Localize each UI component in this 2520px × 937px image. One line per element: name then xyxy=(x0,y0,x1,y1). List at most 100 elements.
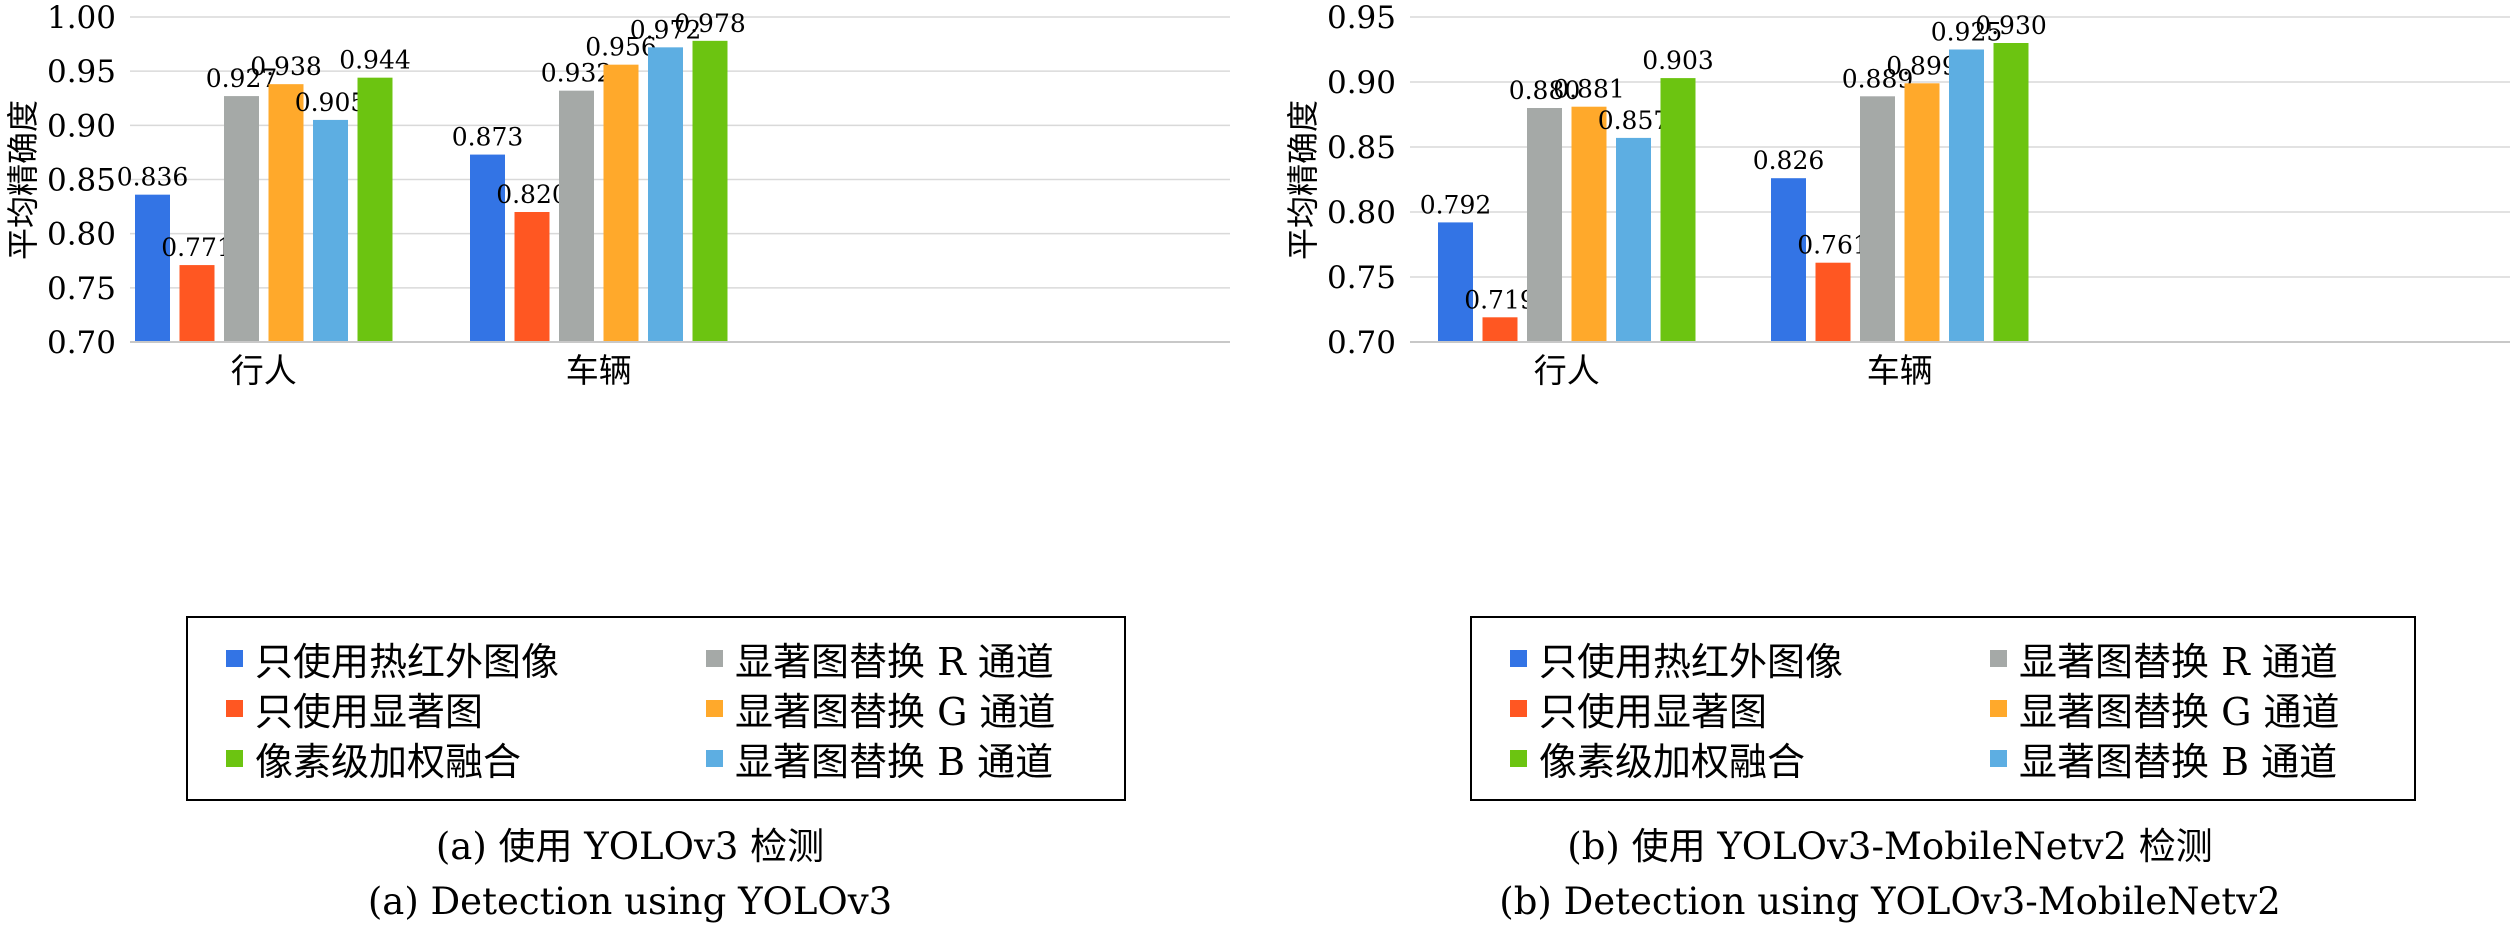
legend-swatch xyxy=(1990,649,2007,667)
bar-value-label: 0.826 xyxy=(1753,146,1825,175)
legend-label: 像素级加权融合 xyxy=(1539,739,1806,784)
y-axis-label: 平均精确度 xyxy=(4,100,42,260)
bar-chart-b: 0.70 0.75 0.80 0.85 0.90 0.95 平均精确度 0.792 0.719 0… xyxy=(1284,0,2510,390)
bar-value-label: 0.956 xyxy=(585,33,657,62)
y-tick-label: 0.95 xyxy=(1327,0,1396,36)
legend-swatch xyxy=(706,649,723,667)
bar xyxy=(313,119,348,343)
bar-value-label: 0.944 xyxy=(339,46,411,75)
bar xyxy=(692,40,728,342)
bar-value-label: 0.899 xyxy=(1886,51,1958,80)
legend-label: 只使用热红外图像 xyxy=(255,639,560,684)
bar-value-label: 0.836 xyxy=(117,163,189,192)
bar-value-label: 0.761 xyxy=(1797,231,1869,260)
bar-value-label: 0.903 xyxy=(1642,46,1714,75)
legend-a: 只使用热红外图像 只使用显著图 像素级加权融合 显著图替换 R 通道 显著图替换 G 通… xyxy=(186,616,1126,801)
bar xyxy=(179,265,215,342)
bar-value-label: 0.978 xyxy=(674,9,746,38)
legend-item: 显著图替换 G 通道 xyxy=(706,686,1056,734)
bar xyxy=(1949,49,1984,342)
bar-value-label: 0.930 xyxy=(1975,11,2047,40)
bar-value-label: 0.925 xyxy=(1931,18,2003,47)
legend-item: 显著图替换 B 通道 xyxy=(706,736,1053,784)
bar-value-label: 0.880 xyxy=(1509,76,1581,105)
bar xyxy=(1860,96,1895,342)
bar xyxy=(1616,137,1651,342)
y-tick-label: 0.90 xyxy=(47,108,116,144)
y-tick-label: 0.95 xyxy=(47,54,116,90)
legend-item: 只使用热红外图像 xyxy=(226,636,559,684)
y-tick-label: 0.85 xyxy=(47,163,116,199)
bar xyxy=(357,77,393,343)
legend-item: 显著图替换 B 通道 xyxy=(1990,736,2337,784)
bar xyxy=(1438,222,1473,342)
bar-value-label: 0.972 xyxy=(630,15,702,44)
legend-label: 只使用显著图 xyxy=(255,689,484,734)
bar-value-label: 0.889 xyxy=(1842,64,1914,93)
legend-item: 像素级加权融合 xyxy=(1510,736,1805,784)
legend-label: 显著图替换 R 通道 xyxy=(735,639,1054,684)
legend-item: 显著图替换 R 通道 xyxy=(1990,636,2338,684)
bar xyxy=(514,212,550,342)
legend-label: 显著图替换 G 通道 xyxy=(735,689,1056,734)
bar-value-label: 0.771 xyxy=(161,233,233,262)
bar-value-label: 0.873 xyxy=(452,123,524,152)
legend-item: 只使用显著图 xyxy=(226,686,483,734)
caption-en-b: (b) Detection using YOLOv3-MobileNetv2 xyxy=(1499,880,2281,923)
y-tick-label: 0.75 xyxy=(47,271,116,307)
bar xyxy=(559,90,594,343)
bar-chart-a: 0.70 0.75 0.80 0.85 0.90 0.95 1.00 平均精确度 0.836 0.… xyxy=(4,0,1230,390)
bar-value-label: 0.932 xyxy=(541,59,613,88)
bar-value-label: 0.905 xyxy=(295,88,367,117)
bar-value-label: 0.881 xyxy=(1553,75,1625,104)
caption-en-a: (a) Detection using YOLOv3 xyxy=(367,880,893,923)
legend-label: 像素级加权融合 xyxy=(255,739,522,784)
legend-label: 显著图替换 G 通道 xyxy=(2019,689,2340,734)
legend-swatch xyxy=(1510,749,1527,767)
legend-swatch xyxy=(706,749,723,767)
y-tick-label: 0.80 xyxy=(1327,195,1396,231)
bar-value-label: 0.857 xyxy=(1598,106,1670,135)
x-category-label: 行人 xyxy=(1534,351,1600,390)
bar xyxy=(1993,43,2029,342)
x-category-label: 车辆 xyxy=(1867,351,1933,390)
y-tick-label: 0.75 xyxy=(1327,260,1396,296)
bar xyxy=(135,194,170,342)
legend-swatch xyxy=(1510,699,1527,717)
legend-swatch xyxy=(706,699,723,717)
chart-panel-b: 0.70 0.75 0.80 0.85 0.90 0.95 平均精确度 0.792 0.719 0… xyxy=(1260,0,2520,937)
x-category-label: 行人 xyxy=(231,351,297,390)
legend-item: 显著图替换 R 通道 xyxy=(706,636,1054,684)
legend-item: 只使用显著图 xyxy=(1510,686,1767,734)
x-category-label: 车辆 xyxy=(566,351,632,390)
legend-swatch xyxy=(226,749,243,767)
legend-label: 显著图替换 B 通道 xyxy=(2019,739,2338,784)
legend-swatch xyxy=(1510,649,1527,667)
bar xyxy=(1660,78,1696,342)
legend-item: 像素级加权融合 xyxy=(226,736,521,784)
y-tick-label: 0.85 xyxy=(1327,130,1396,166)
y-tick-label: 0.80 xyxy=(47,217,116,253)
legend-label: 只使用热红外图像 xyxy=(1539,639,1844,684)
bar-value-label: 0.792 xyxy=(1420,190,1492,219)
legend-label: 只使用显著图 xyxy=(1539,689,1768,734)
bar-value-label: 0.938 xyxy=(250,52,322,81)
legend-label: 显著图替换 R 通道 xyxy=(2019,639,2338,684)
y-tick-label: 0.90 xyxy=(1327,65,1396,101)
legend-b: 只使用热红外图像 只使用显著图 像素级加权融合 显著图替换 R 通道 显著图替换 G 通… xyxy=(1470,616,2416,801)
y-tick-label: 1.00 xyxy=(47,0,116,36)
legend-item: 显著图替换 G 通道 xyxy=(1990,686,2340,734)
bar xyxy=(224,96,259,342)
legend-swatch xyxy=(1990,699,2007,717)
legend-swatch xyxy=(226,649,243,667)
legend-label: 显著图替换 B 通道 xyxy=(735,739,1054,784)
bar xyxy=(1482,317,1518,342)
caption-cn-a: (a) 使用 YOLOv3 检测 xyxy=(435,825,825,868)
bar xyxy=(603,64,639,343)
y-axis-label: 平均精确度 xyxy=(1284,100,1322,260)
legend-swatch xyxy=(226,699,243,717)
bar-value-label: 0.927 xyxy=(206,64,278,93)
bar xyxy=(1904,83,1940,343)
bar xyxy=(1527,108,1562,342)
bar-value-label: 0.719 xyxy=(1464,285,1536,314)
